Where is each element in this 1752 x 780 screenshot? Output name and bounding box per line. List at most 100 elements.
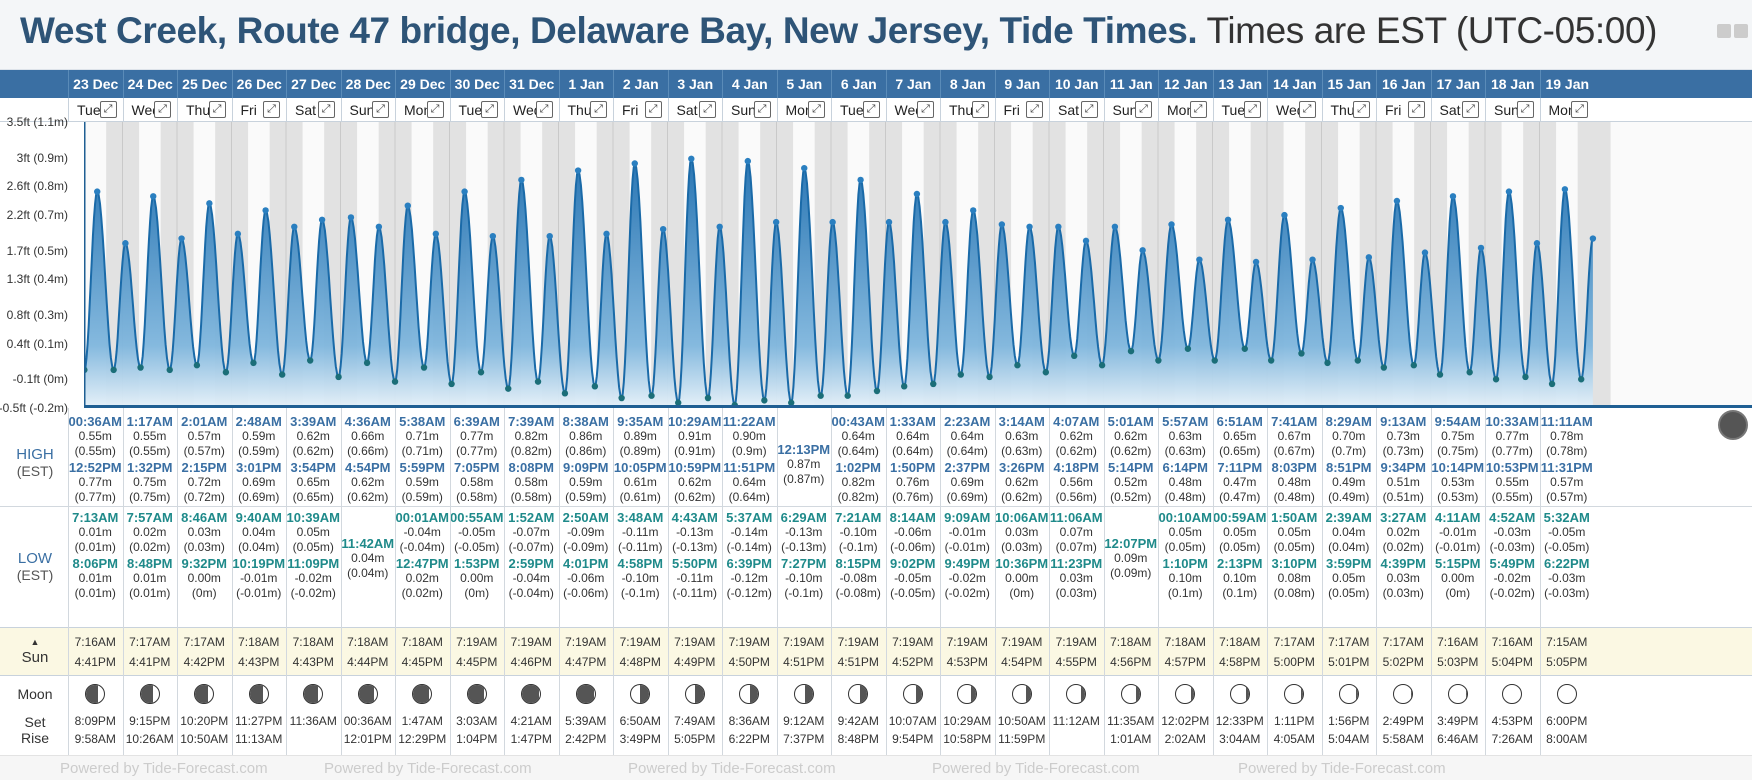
moonrise-time: 4:05AM xyxy=(1273,732,1315,746)
moonrise-time: 11:36AM xyxy=(289,714,337,728)
high-tide-cell: 7:39AM 0.82m (0.82m) xyxy=(504,414,559,460)
moon-cell: 12:02PM 2:02AM xyxy=(1158,682,1213,748)
high-tide-cell: 9:35AM 0.89m (0.89m) xyxy=(613,414,668,460)
expand-day-icon[interactable]: ⤢ xyxy=(699,101,716,118)
share-icon[interactable] xyxy=(1717,24,1731,38)
low-height-metric: (-0.01m) xyxy=(236,586,282,600)
low-time: 00:01AM xyxy=(395,510,449,525)
high-time: 11:31PM xyxy=(1540,460,1593,475)
low-tide-cell: 11:42AM 0.04m (0.04m) xyxy=(341,536,396,582)
expand-day-icon[interactable]: ⤢ xyxy=(1462,101,1479,118)
weekday-label: Thu xyxy=(186,102,211,118)
expand-day-icon[interactable]: ⤢ xyxy=(481,101,498,118)
expand-day-icon[interactable]: ⤢ xyxy=(1189,101,1207,118)
sun-times-cell: 7:19AM 4:52PM xyxy=(886,632,941,672)
high-tide-point xyxy=(1505,188,1513,195)
moon-phase-icon xyxy=(1175,684,1196,704)
expand-day-icon[interactable]: ⤢ xyxy=(1516,101,1534,118)
expand-day-icon[interactable]: ⤢ xyxy=(971,101,989,118)
high-tide-point xyxy=(432,230,440,238)
high-time: 8:29AM xyxy=(1325,414,1372,429)
expand-day-icon[interactable]: ⤢ xyxy=(1135,101,1152,118)
high-height-metric: (0.56m) xyxy=(1055,490,1097,504)
expand-day-icon[interactable]: ⤢ xyxy=(753,101,771,118)
high-tide-cell: 4:54PM 0.62m (0.62m) xyxy=(341,460,396,506)
table-column-divider xyxy=(1539,408,1541,755)
high-time: 9:35AM xyxy=(617,414,664,429)
low-tide-point xyxy=(675,399,682,406)
low-height-metric: (0.02m) xyxy=(129,540,171,554)
expand-day-icon[interactable]: ⤢ xyxy=(317,101,335,118)
moon-shadow xyxy=(467,685,484,703)
high-time: 7:41AM xyxy=(1271,414,1318,429)
expand-day-icon[interactable]: ⤢ xyxy=(1244,101,1261,118)
low-time: 9:40AM xyxy=(235,510,282,525)
table-column-divider xyxy=(1376,408,1377,755)
date-cell: 3 Jan xyxy=(667,70,723,98)
low-tide-cell: 12:07PM 0.09m (0.09m) xyxy=(1104,536,1159,582)
table-column-divider xyxy=(940,408,941,755)
expand-day-icon[interactable]: ⤢ xyxy=(154,101,171,118)
expand-day-icon[interactable]: ⤢ xyxy=(862,101,880,118)
expand-day-icon[interactable]: ⤢ xyxy=(1080,101,1098,118)
moon-phase-icon xyxy=(466,684,487,704)
high-height: 0.91m xyxy=(678,429,712,443)
high-tide-point xyxy=(318,216,326,223)
expand-day-icon[interactable]: ⤢ xyxy=(1353,101,1370,118)
moon-shadow xyxy=(695,685,704,703)
expand-day-icon[interactable]: ⤢ xyxy=(644,101,662,118)
moonrise-time: 9:58AM xyxy=(74,732,116,746)
low-tide-cell: 8:48PM 0.01m (0.01m) xyxy=(123,556,178,602)
low-tide-cell: 7:27PM -0.10m (-0.1m) xyxy=(777,556,832,602)
expand-day-icon[interactable]: ⤢ xyxy=(808,101,825,118)
low-height: 0.04m xyxy=(242,525,276,539)
moon-phase-icon xyxy=(85,684,106,704)
moon-shadow xyxy=(1411,685,1413,703)
expand-day-icon[interactable]: ⤢ xyxy=(1298,101,1316,118)
expand-day-icon[interactable]: ⤢ xyxy=(917,101,934,118)
sunset-time: 4:52PM xyxy=(892,655,934,669)
high-height: 0.53m xyxy=(1441,475,1475,489)
low-height: -0.10m xyxy=(839,525,877,539)
scroll-right-button[interactable] xyxy=(1718,410,1748,440)
expand-day-icon[interactable]: ⤢ xyxy=(263,101,280,118)
low-tide-point xyxy=(844,392,851,399)
low-tide-cell: 00:01AM -0.04m (-0.04m) xyxy=(395,510,450,556)
high-height: 0.64m xyxy=(732,475,766,489)
weekday-label: Sun xyxy=(731,102,756,118)
date-cell: 16 Jan xyxy=(1376,70,1431,98)
moonset-time: 5:39AM xyxy=(565,714,607,728)
expand-day-icon[interactable]: ⤢ xyxy=(1407,101,1425,118)
high-tide-cell: 5:01AM 0.62m (0.62m) xyxy=(1104,414,1159,460)
low-tide-point xyxy=(448,380,455,388)
weekday-cell: Sat ⤢ xyxy=(286,98,341,122)
expand-day-icon[interactable]: ⤢ xyxy=(208,101,226,118)
y-tick-label: 1.3ft (0.4m) xyxy=(6,272,68,287)
high-tide-point xyxy=(1561,186,1569,193)
expand-day-icon[interactable]: ⤢ xyxy=(99,101,117,118)
moonset-time: 3:03AM xyxy=(456,714,498,728)
print-icon[interactable] xyxy=(1734,24,1748,38)
low-time: 3:27AM xyxy=(1380,510,1427,525)
expand-day-icon[interactable]: ⤢ xyxy=(1026,101,1043,118)
moon-shadow xyxy=(413,685,429,703)
high-tide-cell: 2:23AM 0.64m (0.64m) xyxy=(940,414,995,460)
low-tide-cell: 2:13PM 0.10m (0.1m) xyxy=(1213,556,1268,602)
page-title-timezone: Times are EST (UTC-05:00) xyxy=(1206,10,1658,51)
expand-day-icon[interactable]: ⤢ xyxy=(372,101,389,118)
expand-day-icon[interactable]: ⤢ xyxy=(535,101,553,118)
expand-day-icon[interactable]: ⤢ xyxy=(426,101,444,118)
moon-phase-icon xyxy=(194,684,215,704)
expand-day-icon[interactable]: ⤢ xyxy=(590,101,607,118)
moon-cell: 3:03AM 1:04PM xyxy=(450,682,505,748)
low-tide-cell: 2:39AM 0.04m (0.04m) xyxy=(1322,510,1377,556)
high-height-metric: (0.67m) xyxy=(1273,444,1315,458)
sunset-time: 4:43PM xyxy=(292,655,334,669)
high-height-metric: (0.64m) xyxy=(946,444,988,458)
expand-day-icon[interactable]: ⤢ xyxy=(1571,101,1588,118)
high-time: 2:37PM xyxy=(944,460,991,475)
moonrise-time: 2:02AM xyxy=(1164,732,1206,746)
sunrise-time: 7:19AM xyxy=(837,635,879,649)
table-column-divider xyxy=(1158,408,1159,755)
high-tide-point xyxy=(885,218,893,226)
